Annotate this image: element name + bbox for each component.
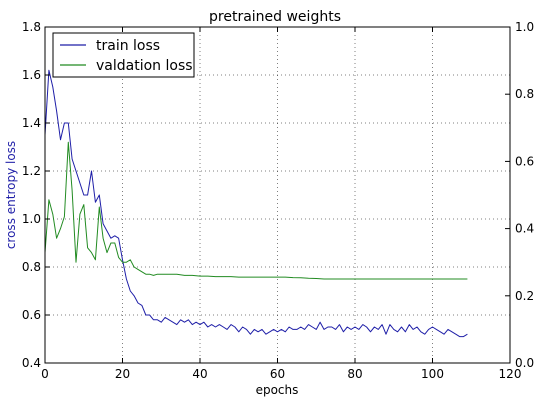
y2-tick-label: 0.6 (515, 154, 534, 168)
y2-tick-label: 0.8 (515, 87, 534, 101)
x-tick-label: 80 (347, 367, 362, 381)
y-tick-label: 1.2 (22, 164, 41, 178)
x-axis-label: epochs (256, 383, 299, 397)
legend-label-validation: valdation loss (96, 58, 193, 74)
legend-label-train: train loss (96, 38, 160, 54)
y-axis-label: cross entropy loss (4, 141, 18, 249)
x-tick-label: 120 (499, 367, 522, 381)
x-tick-label: 20 (115, 367, 130, 381)
y2-tick-label: 0.2 (515, 289, 534, 303)
y-axis-ticks: 0.4 0.6 0.8 1.0 1.2 1.4 1.6 1.8 (22, 20, 50, 370)
x-tick-label: 0 (41, 367, 49, 381)
grid-lines (45, 27, 510, 363)
x-tick-label: 60 (270, 367, 285, 381)
y-tick-label: 0.6 (22, 308, 41, 322)
y2-tick-label: 1.0 (515, 20, 534, 34)
x-tick-label: 100 (421, 367, 444, 381)
y-tick-label: 1.4 (22, 116, 41, 130)
y2-axis-ticks: 0.0 0.2 0.4 0.6 0.8 1.0 (505, 20, 534, 370)
y-tick-label: 1.8 (22, 20, 41, 34)
series-line-train-loss (44, 69, 468, 338)
legend: train loss valdation loss (52, 32, 195, 78)
x-axis-ticks: 0 20 40 60 80 100 120 (41, 27, 521, 381)
y-tick-label: 0.8 (22, 260, 41, 274)
y-tick-label: 1.0 (22, 212, 41, 226)
x-tick-label: 40 (192, 367, 207, 381)
y-tick-label: 0.4 (22, 356, 41, 370)
y2-tick-label: 0.4 (515, 222, 534, 236)
y-tick-label: 1.6 (22, 68, 41, 82)
series-line-validation-loss (44, 141, 468, 280)
legend-box (52, 32, 195, 78)
y2-tick-label: 0.0 (515, 356, 534, 370)
series-lines (44, 69, 468, 338)
chart-title: pretrained weights (209, 9, 341, 25)
